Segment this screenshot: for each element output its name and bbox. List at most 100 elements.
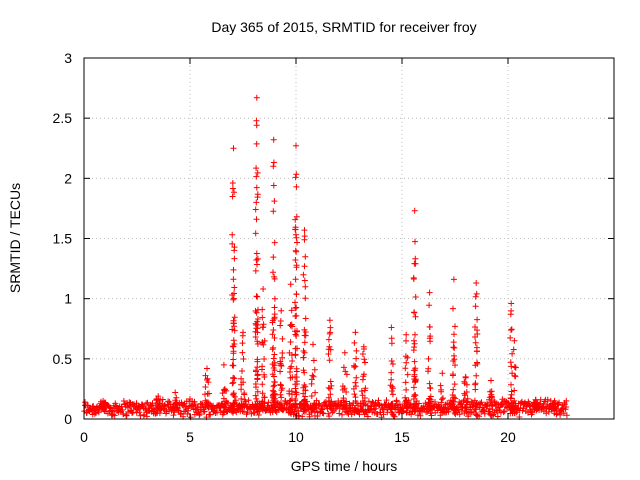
data-point (292, 257, 299, 263)
data-point (463, 389, 470, 395)
data-point (287, 281, 294, 288)
data-point (271, 295, 278, 302)
data-point (507, 359, 514, 366)
data-point (270, 355, 277, 362)
data-point (327, 385, 334, 392)
data-point (231, 341, 238, 347)
data-point (294, 239, 300, 246)
data-point (293, 368, 300, 375)
data-point (252, 392, 259, 399)
data-point (450, 386, 457, 393)
data-point (318, 405, 325, 412)
data-point (240, 379, 247, 386)
data-point (351, 391, 358, 398)
data-point (326, 343, 333, 350)
data-point (539, 404, 546, 411)
data-point (498, 401, 505, 408)
data-point (270, 399, 277, 406)
data-point (292, 174, 299, 181)
data-point (252, 230, 259, 237)
data-point (412, 238, 418, 245)
data-point (292, 231, 299, 238)
data-point (259, 366, 265, 373)
data-point (360, 343, 367, 350)
data-point (508, 381, 514, 388)
data-point (452, 395, 459, 402)
data-point (563, 404, 570, 410)
data-point (456, 411, 463, 418)
data-point (302, 295, 309, 302)
data-point (277, 381, 284, 388)
data-point (217, 405, 224, 411)
data-point (252, 206, 259, 213)
data-point (278, 394, 285, 401)
data-point (271, 391, 278, 398)
data-point (292, 389, 299, 396)
data-point (301, 263, 308, 270)
data-point (410, 276, 417, 282)
data-point (388, 405, 395, 412)
data-point (292, 400, 299, 407)
data-point (451, 331, 457, 338)
data-point (508, 327, 514, 333)
data-point (292, 247, 299, 254)
data-point (549, 401, 556, 407)
data-point (289, 323, 295, 330)
data-point (310, 357, 317, 364)
y-tick-label: 1.5 (53, 231, 73, 247)
x-tick-label: 0 (80, 429, 88, 445)
data-point (254, 318, 261, 325)
x-axis-label: GPS time / hours (291, 458, 398, 474)
data-point (327, 346, 334, 353)
data-point (260, 286, 267, 292)
data-point (293, 381, 300, 387)
data-point (230, 390, 237, 397)
data-point (511, 364, 518, 370)
data-point (196, 411, 203, 417)
data-point (95, 407, 102, 414)
data-point (245, 397, 252, 404)
data-point (231, 393, 238, 400)
data-point (388, 358, 395, 364)
data-point (452, 323, 458, 330)
data-point (365, 398, 372, 405)
data-point (301, 369, 308, 376)
data-point (426, 302, 433, 309)
data-point (474, 359, 480, 366)
data-point (508, 326, 515, 333)
data-point (136, 409, 143, 416)
data-point (450, 305, 456, 312)
data-point (343, 389, 350, 395)
data-point (511, 372, 518, 379)
data-point (230, 356, 237, 363)
data-point (277, 368, 284, 375)
data-point (439, 370, 446, 377)
data-point (563, 412, 570, 419)
data-point (461, 405, 468, 411)
data-point (450, 339, 457, 346)
data-point (261, 394, 268, 401)
data-point (438, 396, 445, 403)
data-point (508, 300, 515, 307)
data-point (289, 358, 296, 364)
data-point (259, 390, 266, 397)
data-point (170, 412, 177, 419)
data-point (326, 357, 333, 364)
data-point (155, 393, 162, 400)
data-point (269, 331, 276, 338)
data-point (327, 378, 334, 385)
data-point (473, 372, 480, 379)
data-point (403, 337, 409, 344)
data-point (240, 329, 246, 336)
data-point (271, 404, 278, 411)
data-point (270, 159, 277, 166)
data-point (393, 397, 400, 404)
data-point (511, 387, 518, 394)
data-point (239, 340, 246, 347)
data-point (214, 409, 220, 416)
y-tick-label: 0 (64, 411, 72, 427)
data-point (270, 254, 277, 261)
data-point (244, 409, 251, 416)
data-point (411, 376, 418, 382)
data-point (440, 395, 446, 402)
